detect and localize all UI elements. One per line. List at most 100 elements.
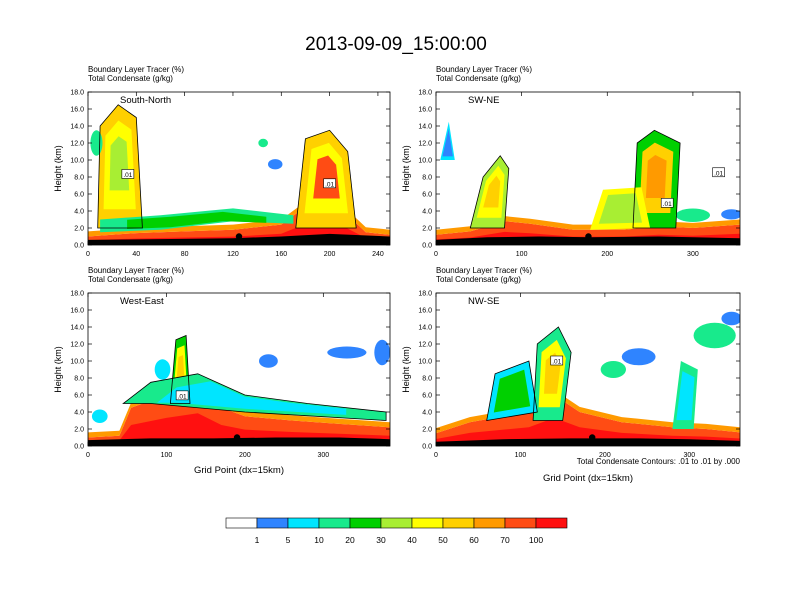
colorbar-swatch [256,517,289,529]
x-tick-label: 200 [601,251,613,258]
colorbar-swatch [318,517,351,529]
tracer-field [436,311,740,446]
y-tick-label: 0.0 [422,243,432,250]
boundary-layer-edge [436,389,740,434]
colorbar-swatch [411,517,444,529]
x-tick-label: 80 [181,251,189,258]
tracer-cell [90,130,103,156]
y-tick-label: 6.0 [74,393,84,400]
x-tick-label: 40 [132,251,140,258]
condensate-contour [469,155,510,229]
colorbar-label: 100 [529,535,543,545]
panel-subtitle: Total Condensate (g/kg) [88,74,173,83]
y-tick-label: 12.0 [70,342,84,349]
tracer-cell [600,361,626,378]
colorbar-swatch [504,517,537,529]
panel-subtitle: Boundary Layer Tracer (%) [88,65,184,74]
contour-label: .01 [552,359,561,366]
condensate-contour [295,129,357,229]
y-tick-label: 12.0 [418,342,432,349]
contour-label: .01 [325,181,334,188]
y-tick-label: 0.0 [74,444,84,451]
colorbar-swatch [473,517,506,529]
tracer-cell [721,311,740,326]
tracer-cell [374,339,390,366]
y-tick-label: 2.0 [74,427,84,434]
x-tick-label: 100 [516,251,528,258]
x-tick-label: 300 [687,251,699,258]
y-tick-label: 2.0 [74,226,84,233]
y-tick-label: 0.0 [422,444,432,451]
y-axis-label: Height (km) [401,145,411,192]
x-tick-label: 0 [86,251,90,258]
terrain [88,437,390,446]
contour-label-box [660,198,674,208]
y-tick-label: 8.0 [74,376,84,383]
tracer-plume [109,136,130,191]
y-axis-label: Height (km) [53,346,63,393]
panel-title: SW-NE [468,95,500,106]
location-marker [589,434,596,441]
y-tick-label: 14.0 [70,325,84,332]
x-tick-label: 200 [239,452,251,459]
contour-label: .01 [178,393,187,400]
contour-label: .01 [123,172,132,179]
tracer-plume [127,211,267,229]
colorbar-swatch [225,517,258,529]
colorbar-label: 50 [438,535,448,545]
tracer-cell [693,322,736,349]
colorbar-label: 20 [345,535,355,545]
condensate-contour [632,129,681,229]
tracer-plume [493,369,531,413]
y-tick-label: 10.0 [418,359,432,366]
panel-title: West-East [120,296,164,307]
contour-label: .01 [663,201,672,208]
y-tick-label: 8.0 [422,376,432,383]
panel-subtitle: Boundary Layer Tracer (%) [436,266,532,275]
plot-frame [87,292,391,447]
plot-frame [87,91,391,246]
y-tick-label: 10.0 [70,158,84,165]
y-tick-label: 14.0 [418,124,432,131]
y-tick-label: 2.0 [422,427,432,434]
y-tick-label: 16.0 [418,107,432,114]
y-tick-label: 8.0 [422,175,432,182]
contour-label: .01 [714,170,723,177]
y-tick-label: 16.0 [70,107,84,114]
colorbar-swatch [380,517,413,529]
tracer-cell [621,348,656,366]
colorbar-label: 70 [500,535,510,545]
colorbar-label: 40 [407,535,417,545]
y-axis-label: Height (km) [401,346,411,393]
colorbar-label: 30 [376,535,386,545]
colorbar-label: 5 [286,535,291,545]
y-tick-label: 14.0 [418,325,432,332]
boundary-layer-edge [88,193,390,237]
colorbar-label: 1 [255,535,260,545]
contour-footnote: Total Condensate Contours: .01 to .01 by… [577,457,741,466]
tracer-plume [483,175,501,208]
y-tick-label: 18.0 [70,90,84,97]
panel-title: South-North [120,95,171,106]
location-marker [233,434,241,441]
y-tick-label: 12.0 [418,141,432,148]
colorbar-swatch [535,517,568,529]
panel-title: NW-SE [468,296,500,307]
panel-4: .01 0.0 2.0 4.0 6.0 8.0 10.0 12.0 14.0 16.0 18.0 0 1… [401,266,741,484]
y-tick-label: 6.0 [422,393,432,400]
panel-3: .01 0.0 2.0 4.0 6.0 8.0 10.0 12.0 14.0 16.0 18.0 0 1… [53,266,391,476]
y-tick-label: 16.0 [418,308,432,315]
x-tick-label: 200 [324,251,336,258]
y-tick-label: 18.0 [418,90,432,97]
panel-2: .01 .01 0.0 2.0 4.0 6.0 8.0 10.0 12.0 14.0 16.0 18.… [401,65,741,258]
tracer-cell [91,409,108,424]
condensate-contour [97,104,143,229]
location-marker [585,233,592,240]
tracer-cell [154,359,171,380]
location-marker [235,233,243,240]
tracer-field [436,121,740,245]
condensate-contour [532,326,572,421]
tracer-cell [327,346,367,359]
panel-subtitle: Total Condensate (g/kg) [436,275,521,284]
panels: .01 .01 0.0 2.0 4.0 6.0 8.0 10.0 12.0 14.0 16.0 18.… [53,65,741,484]
